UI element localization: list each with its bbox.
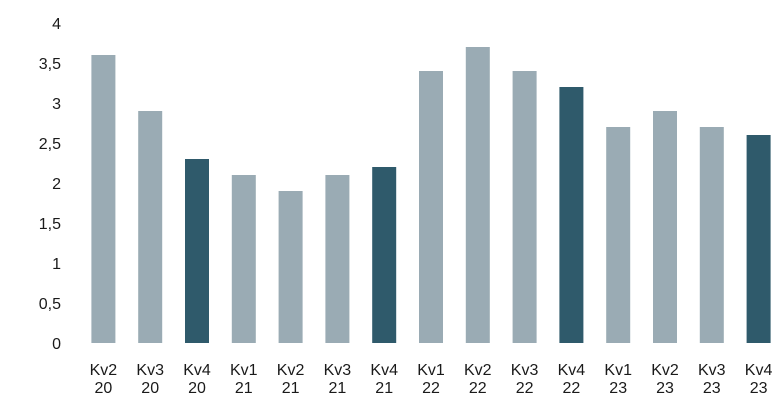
x-tick-label: Kv1 23 <box>604 362 632 397</box>
x-tick-year: 20 <box>188 380 206 397</box>
bar <box>746 135 771 343</box>
x-tick-quarter: Kv3 <box>324 362 352 379</box>
y-tick-label: 2 <box>52 176 61 193</box>
x-tick-label: Kv4 23 <box>745 362 773 397</box>
x-tick-quarter: Kv1 <box>417 362 445 379</box>
y-tick-label: 0,5 <box>39 296 61 313</box>
bar <box>278 191 303 343</box>
x-tick-year: 22 <box>469 380 487 397</box>
bar <box>512 71 537 343</box>
x-tick-quarter: Kv1 <box>604 362 632 379</box>
x-tick-quarter: Kv4 <box>183 362 211 379</box>
x-tick-label: Kv2 21 <box>277 362 305 397</box>
x-tick-label: Kv2 20 <box>90 362 118 397</box>
bar <box>653 111 677 343</box>
bar <box>138 111 163 343</box>
x-tick-label: Kv3 22 <box>511 362 539 397</box>
x-tick-quarter: Kv4 <box>558 362 586 379</box>
bar <box>325 175 350 343</box>
x-tick-quarter: Kv3 <box>511 362 539 379</box>
x-tick-label: Kv1 22 <box>417 362 445 397</box>
x-tick-quarter: Kv4 <box>745 362 773 379</box>
x-tick-quarter: Kv1 <box>230 362 258 379</box>
x-tick-quarter: Kv3 <box>136 362 164 379</box>
x-tick-label: Kv3 20 <box>136 362 164 397</box>
x-tick-quarter: Kv2 <box>277 362 305 379</box>
x-tick-label: Kv4 22 <box>558 362 586 397</box>
bar <box>372 167 397 343</box>
x-tick-year: 21 <box>282 380 300 397</box>
y-tick-label: 4 <box>52 16 61 33</box>
x-tick-year: 22 <box>516 380 534 397</box>
bar <box>419 71 443 343</box>
x-tick-quarter: Kv4 <box>370 362 398 379</box>
bar <box>231 175 256 343</box>
bar <box>185 159 209 343</box>
bar <box>699 127 724 343</box>
y-tick-label: 3,5 <box>39 56 61 73</box>
x-tick-year: 22 <box>422 380 440 397</box>
y-tick-label: 2,5 <box>39 136 61 153</box>
x-tick-year: 20 <box>141 380 159 397</box>
y-tick-label: 1 <box>52 256 61 273</box>
x-tick-year: 23 <box>656 380 674 397</box>
x-tick-label: Kv4 21 <box>370 362 398 397</box>
bar <box>91 55 116 343</box>
y-tick-label: 3 <box>52 96 61 113</box>
x-tick-label: Kv1 21 <box>230 362 258 397</box>
bars <box>91 47 771 343</box>
y-axis: 0 0,5 1 1,5 2 2,5 3 3,5 4 <box>39 16 61 353</box>
x-tick-year: 23 <box>750 380 768 397</box>
x-tick-year: 23 <box>703 380 721 397</box>
x-tick-label: Kv3 23 <box>698 362 726 397</box>
y-tick-label: 1,5 <box>39 216 61 233</box>
x-tick-year: 23 <box>609 380 627 397</box>
x-tick-year: 21 <box>375 380 393 397</box>
x-tick-year: 21 <box>329 380 347 397</box>
x-tick-year: 20 <box>95 380 113 397</box>
x-tick-label: Kv2 23 <box>651 362 679 397</box>
bar <box>606 127 631 343</box>
x-tick-year: 22 <box>563 380 581 397</box>
x-tick-label: Kv3 21 <box>324 362 352 397</box>
bar <box>559 87 584 343</box>
x-tick-quarter: Kv2 <box>90 362 118 379</box>
x-tick-label: Kv2 22 <box>464 362 492 397</box>
bar <box>465 47 490 343</box>
x-tick-year: 21 <box>235 380 253 397</box>
x-tick-label: Kv4 20 <box>183 362 211 397</box>
x-tick-quarter: Kv3 <box>698 362 726 379</box>
x-tick-quarter: Kv2 <box>651 362 679 379</box>
x-tick-quarter: Kv2 <box>464 362 492 379</box>
y-tick-label: 0 <box>52 336 61 353</box>
